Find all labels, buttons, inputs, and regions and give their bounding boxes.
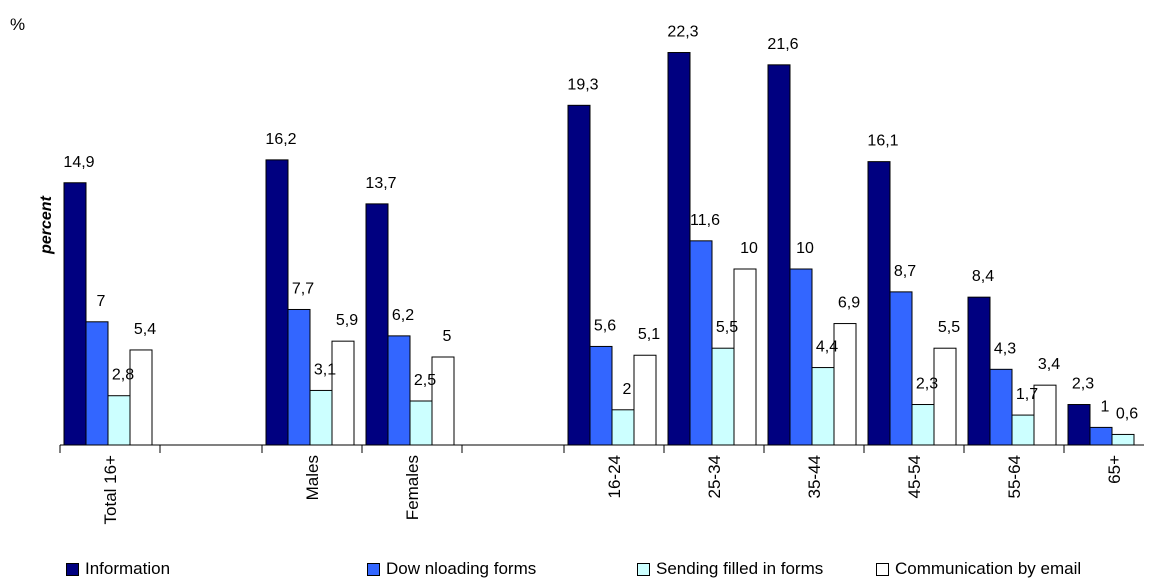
data-label-dow-nloading-forms-females: 6,2 xyxy=(392,307,414,324)
data-label-sending-filled-in-forms-25-34: 5,5 xyxy=(716,319,738,336)
bar-information-25-34 xyxy=(667,52,691,446)
data-label-information-45-54: 16,1 xyxy=(867,133,898,150)
bars-group xyxy=(63,52,1135,446)
bar-communication-by-email-total-16 xyxy=(129,349,153,446)
bar-communication-by-email-45-54 xyxy=(933,347,957,446)
data-label-communication-by-email-25-34: 10 xyxy=(740,240,758,257)
category-label-males: Males xyxy=(303,455,322,500)
bar-information-16-24 xyxy=(567,104,591,446)
data-labels-group: 14,9 7 2,8 5,4 16,2 7,7 3,1 5,9 13,7 6,2 2,5 5 19,3 5… xyxy=(63,24,1138,423)
bar-sending-filled-in-forms-65 xyxy=(1111,433,1135,446)
data-label-communication-by-email-total-16: 5,4 xyxy=(134,321,156,338)
data-label-information-total-16: 14,9 xyxy=(63,154,94,171)
bar-dow-nloading-forms-45-54 xyxy=(889,291,913,446)
bar-dow-nloading-forms-males xyxy=(287,308,311,446)
data-label-sending-filled-in-forms-65: 0,6 xyxy=(1116,405,1138,422)
y-axis-label: percent xyxy=(38,195,55,254)
data-label-information-35-44: 21,6 xyxy=(767,36,798,53)
data-label-dow-nloading-forms-males: 7,7 xyxy=(292,280,314,297)
bar-sending-filled-in-forms-25-34 xyxy=(711,347,735,446)
data-label-communication-by-email-35-44: 6,9 xyxy=(838,295,860,312)
category-label-55-64: 55-64 xyxy=(1005,455,1024,498)
legend-label-communication-by-email: Communication by email xyxy=(895,559,1082,578)
bar-sending-filled-in-forms-55-64 xyxy=(1011,414,1035,446)
unit-label: % xyxy=(10,15,25,34)
data-label-sending-filled-in-forms-females: 2,5 xyxy=(414,372,436,389)
data-label-sending-filled-in-forms-55-64: 1,7 xyxy=(1016,386,1038,403)
data-label-communication-by-email-16-24: 5,1 xyxy=(638,326,660,343)
bar-sending-filled-in-forms-total-16 xyxy=(107,395,131,446)
legend-item-sending-filled-in-forms: Sending filled in forms xyxy=(637,558,823,580)
bar-dow-nloading-forms-females xyxy=(387,335,411,446)
bar-communication-by-email-males xyxy=(331,340,355,446)
category-label-35-44: 35-44 xyxy=(805,455,824,498)
data-label-dow-nloading-forms-25-34: 11,6 xyxy=(690,212,720,229)
bar-dow-nloading-forms-55-64 xyxy=(989,368,1013,446)
bar-sending-filled-in-forms-females xyxy=(409,400,433,446)
legend: Information Dow nloading forms Sending f… xyxy=(0,558,1152,580)
legend-swatch-downloading-forms xyxy=(367,562,380,576)
bar-dow-nloading-forms-total-16 xyxy=(85,321,109,446)
data-label-sending-filled-in-forms-males: 3,1 xyxy=(314,361,336,378)
category-label-65: 65+ xyxy=(1105,455,1124,484)
data-label-sending-filled-in-forms-total-16: 2,8 xyxy=(112,367,134,384)
bar-information-55-64 xyxy=(967,296,991,446)
data-label-communication-by-email-females: 5 xyxy=(443,328,452,345)
bar-dow-nloading-forms-35-44 xyxy=(789,268,813,446)
legend-swatch-information xyxy=(66,562,79,576)
category-label-females: Females xyxy=(403,455,422,520)
bar-communication-by-email-females xyxy=(431,356,455,446)
data-label-information-females: 13,7 xyxy=(365,175,396,192)
bar-information-35-44 xyxy=(767,64,791,446)
legend-label-information: Information xyxy=(85,559,171,578)
x-ticks-group xyxy=(59,445,1065,453)
legend-item-information: Information xyxy=(66,558,170,580)
bar-communication-by-email-16-24 xyxy=(633,354,657,446)
data-label-communication-by-email-males: 5,9 xyxy=(336,312,358,329)
bar-sending-filled-in-forms-35-44 xyxy=(811,367,835,446)
bar-dow-nloading-forms-25-34 xyxy=(689,240,713,446)
category-label-total-16: Total 16+ xyxy=(101,455,120,525)
bar-information-65 xyxy=(1067,404,1091,446)
legend-swatch-communication-by-email xyxy=(876,562,889,576)
bar-sending-filled-in-forms-45-54 xyxy=(911,404,935,446)
bar-dow-nloading-forms-65 xyxy=(1089,426,1113,446)
data-label-information-25-34: 22,3 xyxy=(667,24,698,41)
legend-item-communication-by-email: Communication by email xyxy=(876,558,1081,580)
legend-label-sending-filled-in-forms: Sending filled in forms xyxy=(656,559,824,578)
data-label-dow-nloading-forms-55-64: 4,3 xyxy=(994,340,1016,357)
bar-information-45-54 xyxy=(867,161,891,446)
bar-communication-by-email-25-34 xyxy=(733,268,757,446)
bar-information-males xyxy=(265,159,289,446)
data-label-dow-nloading-forms-16-24: 5,6 xyxy=(594,317,616,334)
bar-sending-filled-in-forms-males xyxy=(309,389,333,446)
data-label-sending-filled-in-forms-16-24: 2 xyxy=(623,381,632,398)
bar-sending-filled-in-forms-16-24 xyxy=(611,409,635,446)
data-label-information-16-24: 19,3 xyxy=(567,76,598,93)
data-label-sending-filled-in-forms-45-54: 2,3 xyxy=(916,376,938,393)
category-label-16-24: 16-24 xyxy=(605,455,624,498)
data-label-dow-nloading-forms-total-16: 7 xyxy=(97,293,106,310)
bar-information-total-16 xyxy=(63,182,87,446)
data-label-communication-by-email-55-64: 3,4 xyxy=(1038,356,1060,373)
bar-information-females xyxy=(365,203,389,446)
category-label-25-34: 25-34 xyxy=(705,455,724,498)
data-label-information-65: 2,3 xyxy=(1072,376,1094,393)
bar-dow-nloading-forms-16-24 xyxy=(589,345,613,446)
legend-item-downloading-forms: Dow nloading forms xyxy=(367,558,536,580)
data-label-sending-filled-in-forms-35-44: 4,4 xyxy=(816,339,838,356)
data-label-dow-nloading-forms-65: 1 xyxy=(1101,398,1110,415)
category-labels-group: Total 16+ Males Females 16-24 25-34 35-44 45-5… xyxy=(101,455,1124,525)
data-label-dow-nloading-forms-45-54: 8,7 xyxy=(894,263,916,280)
data-label-information-males: 16,2 xyxy=(265,131,296,148)
category-label-45-54: 45-54 xyxy=(905,455,924,498)
data-label-dow-nloading-forms-35-44: 10 xyxy=(796,240,814,257)
data-label-information-55-64: 8,4 xyxy=(972,268,994,285)
data-label-communication-by-email-45-54: 5,5 xyxy=(938,319,960,336)
legend-swatch-sending-filled-in-forms xyxy=(637,562,650,576)
legend-label-downloading-forms: Dow nloading forms xyxy=(386,559,537,578)
